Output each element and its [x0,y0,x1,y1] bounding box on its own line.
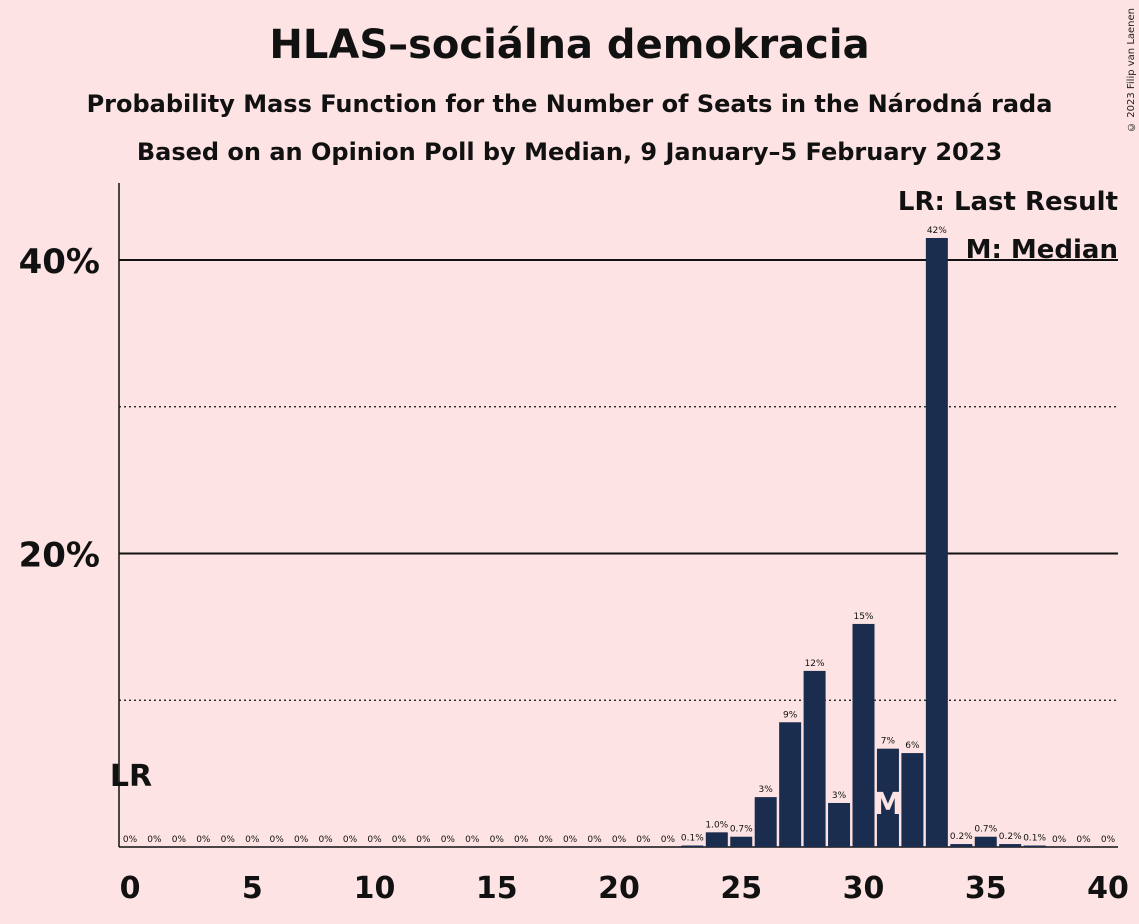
data-label: 9% [783,710,798,720]
legend-background [935,184,1119,218]
data-label: 0% [1101,835,1116,845]
bar [754,797,777,847]
data-label: 3% [832,791,847,801]
chart-subtitle-source: Based on an Opinion Poll by Median, 9 Ja… [136,138,1003,166]
data-label: 0.2% [999,832,1022,842]
bar [925,237,948,848]
x-tick-label: 35 [965,871,1007,906]
data-label: 3% [759,785,774,795]
data-label: 0% [318,835,333,845]
data-label: 0% [441,835,456,845]
data-label: 0% [661,835,676,845]
data-label: 0% [416,835,431,845]
bar [852,623,875,847]
chart-title: HLAS–sociálna demokracia [269,22,870,68]
y-tick-label: 20% [19,536,100,576]
data-label: 0% [123,835,138,845]
bar [950,844,973,847]
data-label: 0% [196,835,211,845]
x-tick-label: 25 [720,871,762,906]
bar [974,836,997,847]
data-label: 0% [343,835,358,845]
data-label: 6% [905,741,920,751]
data-label: 0% [245,835,260,845]
data-label: 0% [612,835,627,845]
data-label: 0% [465,835,480,845]
data-label: 0% [270,835,285,845]
x-tick-label: 20 [598,871,640,906]
bar [1023,845,1046,847]
data-label: 0% [539,835,554,845]
data-label: 0.1% [1023,834,1046,844]
bar [901,753,924,847]
data-label: 0.7% [730,825,753,835]
y-tick-label: 40% [19,242,100,282]
last-result-marker: LR [110,759,152,794]
x-tick-label: 40 [1087,871,1129,906]
data-label: 0% [172,835,187,845]
data-label: 12% [805,659,825,669]
bar [705,832,728,847]
legend-last-result: LR: Last Result [898,187,1118,217]
data-label: 0% [563,835,578,845]
bar [730,836,753,847]
data-label: 0% [587,835,602,845]
data-label: 0% [367,835,382,845]
x-tick-label: 30 [843,871,885,906]
bar [876,748,899,847]
data-label: 0% [294,835,309,845]
data-label: 0% [147,835,162,845]
x-tick-label: 10 [354,871,396,906]
data-label: 7% [881,737,896,747]
data-label: 0% [1052,835,1067,845]
bar [803,670,826,847]
data-label: 0.7% [974,825,997,835]
data-label: 0% [1076,835,1091,845]
chart-subtitle: Probability Mass Function for the Number… [86,90,1053,118]
data-label: 0.2% [950,832,973,842]
data-label: 42% [927,226,947,236]
data-label: 0.1% [681,834,704,844]
x-tick-label: 5 [242,871,263,906]
x-tick-label: 15 [476,871,518,906]
data-label: 0% [221,835,236,845]
data-label: 0% [392,835,407,845]
x-tick-label: 0 [120,871,141,906]
bar [828,802,851,847]
data-label: 0% [514,835,529,845]
bar [779,722,802,847]
data-label: 1.0% [705,820,728,830]
median-marker: M [873,787,903,822]
data-label: 15% [853,612,873,622]
data-label: 0% [636,835,651,845]
bar [999,844,1022,847]
data-label: 0% [490,835,505,845]
bar [681,845,704,847]
